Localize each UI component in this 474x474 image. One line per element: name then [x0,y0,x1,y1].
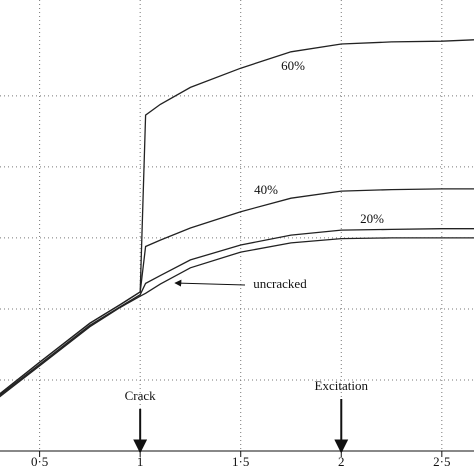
line-series [0,237,474,398]
series-label: 40% [254,182,278,197]
line-series [0,188,474,395]
series-label: 60% [281,58,305,73]
arrow [174,279,246,287]
x-tick-label: 2 [338,454,345,469]
x-tick-label: 0·5 [31,454,48,469]
series-label: uncracked [253,276,307,291]
x-tick-label: 2·5 [433,454,450,469]
series-label: 20% [360,211,384,226]
x-tick-label: 1 [137,454,144,469]
x-tick-label: 1·5 [232,454,249,469]
annotation: Crack [125,388,157,403]
line-series [0,228,474,396]
annotation: Excitation [315,378,369,393]
